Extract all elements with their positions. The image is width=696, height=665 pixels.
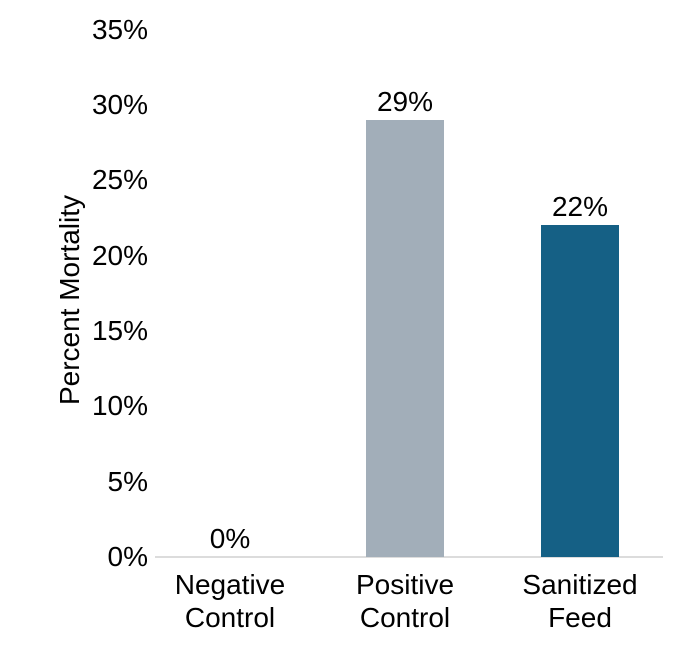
y-tick-label: 15% [91, 314, 148, 346]
y-tick-label: 35% [91, 13, 148, 45]
x-category-label: Positive Control [317, 568, 493, 634]
y-tick-label: 0% [107, 541, 148, 572]
bar-sanitized-feed [541, 225, 619, 557]
x-category-label-line: Sanitized [522, 569, 638, 600]
x-category-label-line: Negative [174, 569, 286, 600]
x-axis-line [155, 556, 663, 558]
y-tick-label: 20% [91, 239, 148, 271]
x-category-label-line: Control [359, 602, 451, 633]
x-category-label-line: Positive [355, 569, 455, 600]
x-category-label-line: Feed [548, 602, 612, 633]
y-tick-label: 5% [107, 465, 148, 497]
x-category-label: Sanitized Feed [492, 568, 668, 634]
x-category-label: Negative Control [142, 568, 318, 634]
y-tick-label: 25% [91, 164, 148, 196]
x-category-label-line: Control [184, 602, 276, 633]
bar-positive-control [366, 119, 444, 557]
bar-value-label: 0% [209, 523, 251, 554]
y-tick-label: 30% [91, 88, 148, 120]
bar-value-label: 29% [376, 85, 434, 117]
bar-value-label: 22% [551, 191, 609, 223]
y-tick-label: 10% [91, 390, 148, 422]
